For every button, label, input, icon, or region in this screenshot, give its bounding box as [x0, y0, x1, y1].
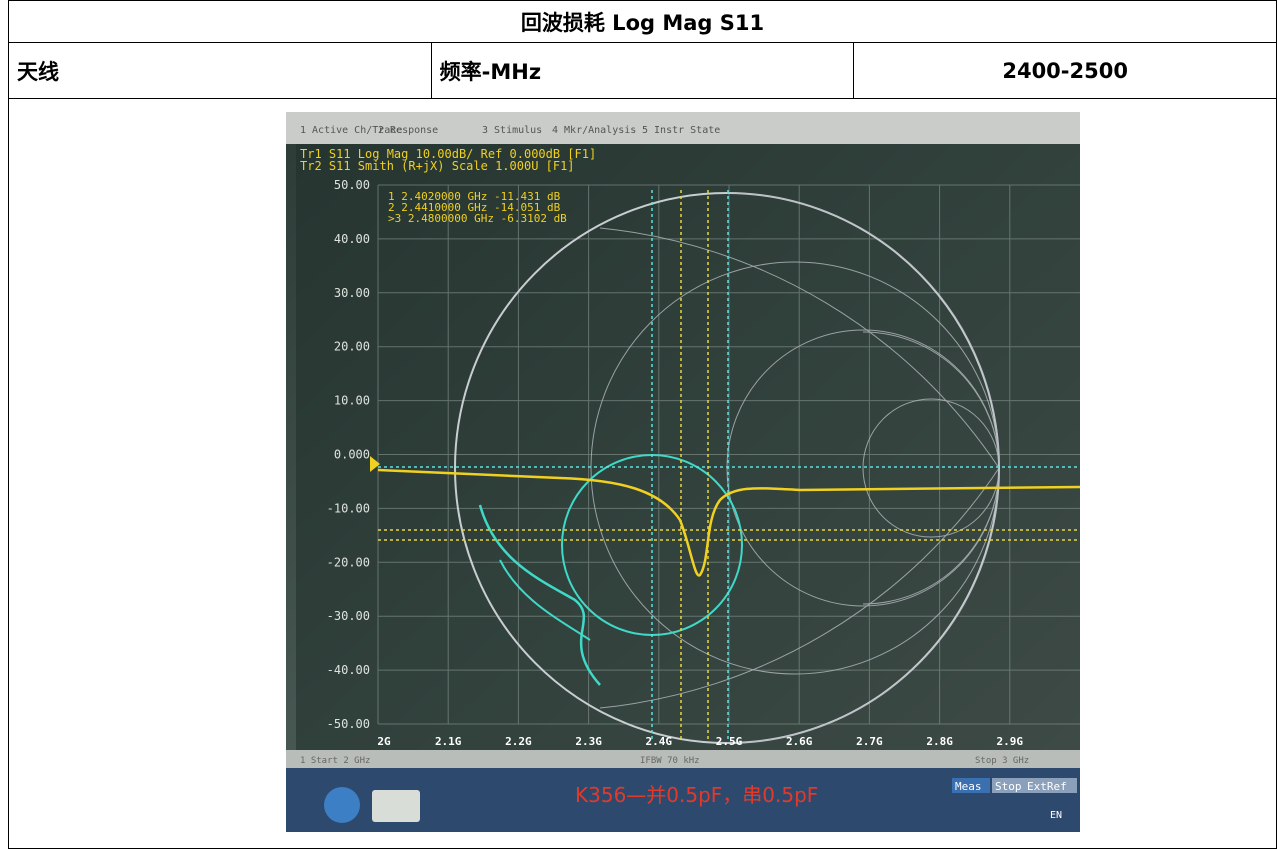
x-label: 2.9G	[997, 735, 1024, 748]
freq-label: 频率-MHz	[430, 42, 855, 99]
vna-photo: K356—并0.5pF，串0.5pF EN 1 Active Ch/Trace2…	[286, 112, 1080, 832]
x-label: 2.4G	[646, 735, 673, 748]
x-label: 2.1G	[435, 735, 462, 748]
y-label: 30.00	[334, 286, 370, 300]
y-label: -30.00	[327, 609, 370, 623]
button	[1024, 778, 1077, 793]
freq-value: 2400-2500	[853, 42, 1277, 99]
button	[992, 778, 1030, 793]
marker-readout: >3 2.4800000 GHz -6.3102 dB	[388, 212, 567, 225]
y-label: 10.00	[334, 394, 370, 408]
x-label: 2.7G	[856, 735, 883, 748]
menu-item: 2 Response	[378, 125, 438, 136]
menu-item: 1 Active Ch/Trace	[300, 125, 402, 136]
x-label: 2.5G	[716, 735, 743, 748]
x-label: 2.2G	[505, 735, 532, 748]
menu-item: 3 Stimulus	[482, 125, 542, 136]
y-label: 20.00	[334, 340, 370, 354]
menu-item: 4 Mkr/Analysis	[552, 125, 636, 136]
lang: EN	[1050, 810, 1062, 821]
status: Stop 3 GHz	[975, 756, 1029, 766]
x-label: 2.6G	[786, 735, 813, 748]
marker-readout: 2 2.4410000 GHz -14.051 dB	[388, 201, 561, 214]
y-label: -40.00	[327, 663, 370, 677]
marker-readout: 1 2.4020000 GHz -11.431 dB	[388, 190, 561, 203]
button-label: Meas	[955, 780, 982, 793]
x-label: 2.8G	[926, 735, 953, 748]
y-label: -20.00	[327, 555, 370, 569]
item: 天线	[8, 42, 432, 99]
y-label: 0.000	[334, 448, 370, 462]
button-label: ExtRef	[1027, 780, 1067, 793]
x-label: 2.3G	[575, 735, 602, 748]
y-label: -10.00	[327, 501, 370, 515]
button	[952, 778, 990, 793]
annotation: K356—并0.5pF，串0.5pF	[575, 783, 818, 807]
y-label: 50.00	[334, 178, 370, 192]
button-label: Stop	[995, 780, 1022, 793]
y-label: -50.00	[327, 717, 370, 731]
status: IFBW 70 kHz	[640, 756, 700, 766]
trace-label: Tr2 S11 Smith (R+jX) Scale 1.000U [F1]	[300, 159, 575, 173]
x-label: 2G	[377, 735, 391, 748]
title: 回波损耗 Log Mag S11	[8, 0, 1277, 43]
status: 1 Start 2 GHz	[300, 756, 370, 766]
trace-label: Tr1 S11 Log Mag 10.00dB/ Ref 0.000dB [F1…	[300, 147, 596, 161]
menu-item: 5 Instr State	[642, 125, 720, 136]
y-label: 40.00	[334, 232, 370, 246]
